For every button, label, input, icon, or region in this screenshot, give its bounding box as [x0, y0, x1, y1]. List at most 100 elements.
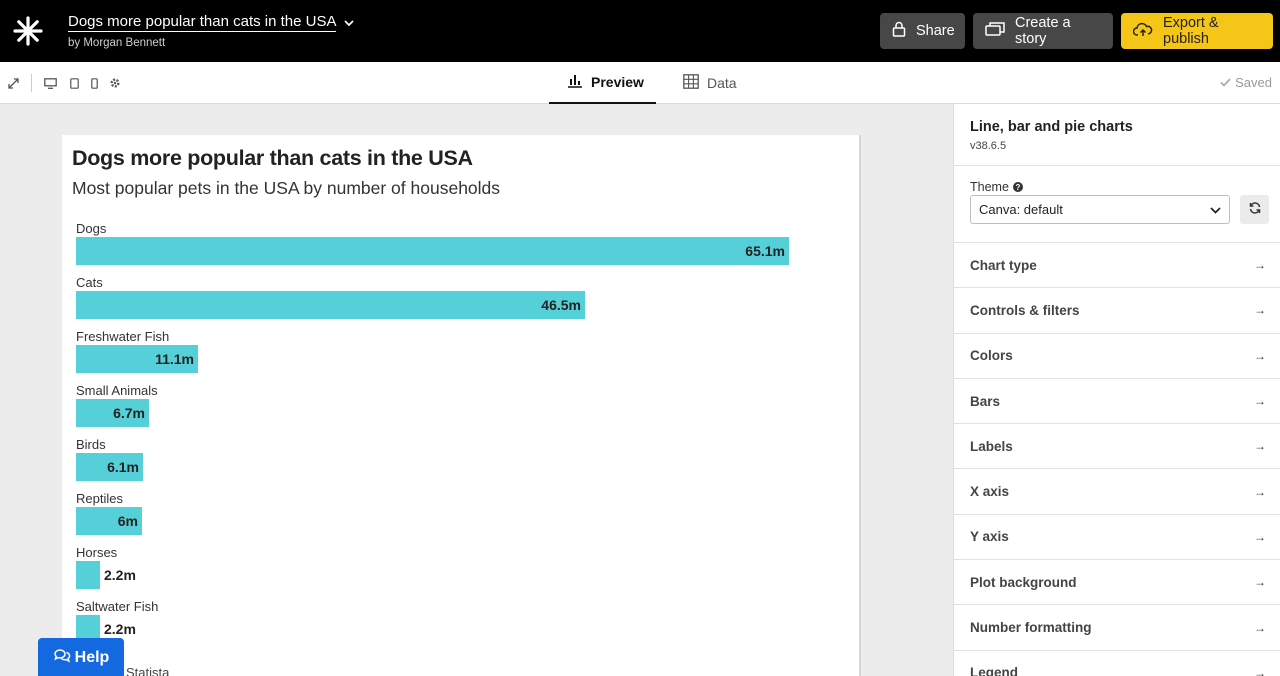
settings-section-row[interactable]: Chart type →	[954, 243, 1280, 289]
bar	[76, 291, 585, 319]
bar	[76, 237, 789, 265]
tab-data-label: Data	[707, 75, 737, 91]
toolbar-divider	[31, 74, 32, 92]
bar-category-label: Saltwater Fish	[76, 599, 159, 614]
document-title-dropdown[interactable]: Dogs more popular than cats in the USA	[68, 13, 355, 32]
create-story-label: Create a story	[1015, 15, 1071, 47]
bar-value-label: 6.7m	[113, 405, 145, 421]
bar-value-label: 46.5m	[541, 297, 581, 313]
create-story-button[interactable]: Create a story	[973, 13, 1113, 49]
theme-label: Theme	[970, 180, 1009, 194]
bar-category-label: Cats	[76, 275, 103, 290]
bar	[76, 561, 100, 589]
settings-section-row[interactable]: X axis →	[954, 469, 1280, 515]
bar-category-label: Freshwater Fish	[76, 329, 170, 344]
settings-section-label: Legend	[970, 665, 1019, 676]
mobile-icon[interactable]	[90, 76, 98, 90]
bar-value-label: 11.1m	[155, 351, 194, 367]
table-icon	[683, 74, 699, 92]
help-question-icon[interactable]: ?	[1012, 182, 1023, 192]
chart-subtitle: Most popular pets in the USA by number o…	[72, 178, 501, 198]
save-status: Saved	[1220, 75, 1272, 90]
settings-section-row[interactable]: Y axis →	[954, 515, 1280, 561]
settings-section-row[interactable]: Bars →	[954, 379, 1280, 425]
bar-category-label: Horses	[76, 545, 118, 560]
settings-section-row[interactable]: Labels →	[954, 424, 1280, 470]
share-button[interactable]: Share	[880, 13, 965, 49]
bar	[76, 345, 198, 373]
refresh-icon	[1249, 201, 1261, 219]
arrow-right-icon: →	[1254, 394, 1266, 409]
save-status-label: Saved	[1235, 75, 1272, 90]
document-author: by Morgan Bennett	[68, 37, 166, 49]
settings-section-row[interactable]: Legend →	[954, 651, 1280, 676]
settings-section-label: Colors	[970, 348, 1013, 364]
settings-section-label: Number formatting	[970, 620, 1092, 636]
arrow-right-icon: →	[1254, 620, 1266, 635]
top-bar: Dogs more popular than cats in the USA b…	[0, 0, 1280, 62]
chart-title: Dogs more popular than cats in the USA	[72, 146, 473, 170]
settings-section-row[interactable]: Number formatting →	[954, 605, 1280, 651]
document-title[interactable]: Dogs more popular than cats in the USA	[68, 13, 337, 32]
arrow-right-icon: →	[1254, 258, 1266, 273]
theme-select[interactable]: Canva: default	[970, 195, 1230, 224]
refresh-theme-button[interactable]	[1240, 195, 1269, 224]
arrow-right-icon: →	[1254, 348, 1266, 363]
settings-section-label: Y axis	[970, 529, 1009, 545]
settings-icon[interactable]	[108, 76, 121, 90]
bar-category-label: Small Animals	[76, 383, 158, 398]
chart-source: Statista	[126, 665, 170, 676]
export-publish-button[interactable]: Export & publish	[1121, 13, 1273, 49]
bar-value-label: 6.1m	[107, 459, 139, 475]
help-label: Help	[74, 649, 110, 666]
bar-value-label: 65.1m	[745, 243, 785, 259]
bar-category-label: Dogs	[76, 221, 107, 236]
arrow-right-icon: →	[1254, 665, 1266, 676]
arrow-right-icon: →	[1254, 575, 1266, 590]
theme-label-row: Theme ?	[970, 180, 1264, 194]
arrow-right-icon: →	[1254, 484, 1266, 499]
chart-template-name: Line, bar and pie charts	[970, 119, 1133, 135]
settings-section-row[interactable]: Controls & filters →	[954, 288, 1280, 334]
bar-category-label: Reptiles	[76, 491, 123, 506]
chevron-down-icon[interactable]	[344, 14, 355, 31]
arrow-right-icon: →	[1254, 529, 1266, 544]
arrow-right-icon: →	[1254, 303, 1266, 318]
bar	[76, 453, 143, 481]
theme-section: Theme ? Canva: default	[954, 166, 1280, 243]
help-button[interactable]: Help	[38, 638, 124, 676]
bar	[76, 507, 142, 535]
tab-preview-label: Preview	[591, 74, 644, 90]
theme-select-value: Canva: default	[979, 202, 1063, 217]
tab-preview[interactable]: Preview	[549, 62, 656, 104]
settings-sections: Chart type → Controls & filters → Colors → Bar…	[954, 243, 1280, 676]
editor-toolbar: Preview Data Saved	[0, 62, 1280, 104]
app-logo-icon[interactable]	[0, 0, 56, 62]
cloud-upload-icon	[1132, 22, 1153, 41]
settings-section-label: Bars	[970, 393, 1001, 409]
share-button-label: Share	[916, 23, 955, 39]
tab-data[interactable]: Data	[665, 62, 755, 104]
template-version: v38.6.5	[970, 140, 1007, 152]
settings-section-row[interactable]: Colors →	[954, 334, 1280, 379]
expand-icon[interactable]	[7, 76, 19, 90]
settings-section-row[interactable]: Plot background →	[954, 560, 1280, 606]
chart-preview-card: Dogs more popular than cats in the USA M…	[62, 135, 859, 676]
settings-section-label: Chart type	[970, 257, 1037, 273]
settings-panel: Line, bar and pie charts v38.6.5 Theme ?…	[953, 104, 1280, 676]
settings-section-label: X axis	[970, 484, 1010, 500]
story-icon	[985, 22, 1005, 40]
bar-value-label: 6m	[117, 513, 138, 529]
settings-section-label: Labels	[970, 438, 1013, 454]
bar-category-label: Birds	[76, 437, 106, 452]
desktop-icon[interactable]	[43, 76, 57, 90]
bar-value-label: 2.2m	[104, 621, 136, 637]
export-publish-label: Export & publish	[1163, 15, 1219, 47]
settings-section-label: Controls & filters	[970, 302, 1080, 318]
document-title-group: Dogs more popular than cats in the USA b…	[68, 13, 355, 49]
chat-bubble-icon	[53, 648, 71, 668]
panel-header: Line, bar and pie charts v38.6.5	[954, 104, 1280, 166]
arrow-right-icon: →	[1254, 439, 1266, 454]
bar-chart-icon	[567, 73, 583, 91]
tablet-icon[interactable]	[69, 76, 79, 90]
